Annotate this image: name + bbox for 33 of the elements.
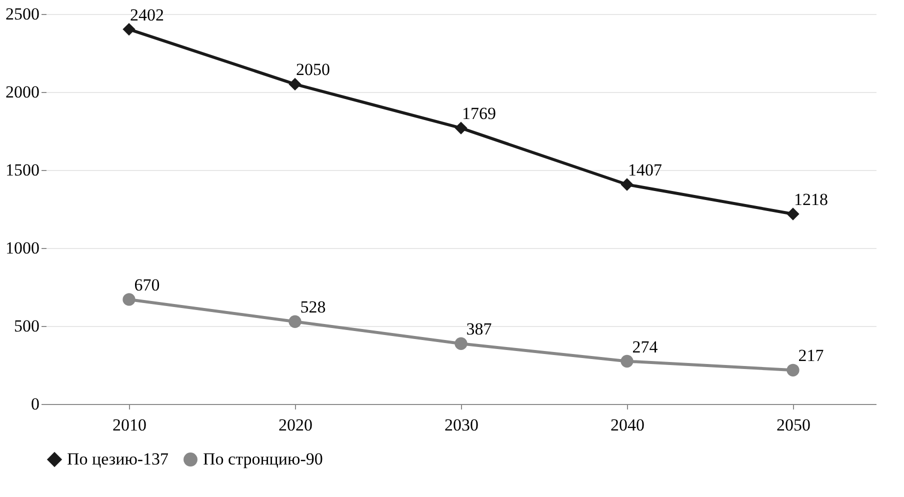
data-label: 1218	[794, 190, 828, 209]
point	[786, 208, 800, 220]
point	[454, 337, 468, 350]
y-tick-label: 500	[14, 316, 40, 336]
point	[786, 364, 800, 376]
data-label: 1769	[462, 104, 496, 124]
point	[620, 354, 634, 368]
legend-label: По стронцию-90	[203, 450, 323, 469]
data-label: 670	[134, 275, 160, 294]
data-label: 528	[300, 298, 326, 317]
legend-label: По цезию-137	[67, 450, 170, 469]
point	[288, 315, 302, 328]
point	[620, 178, 634, 191]
y-tick-label: 0	[31, 394, 40, 414]
data-label: 274	[632, 337, 658, 356]
point	[454, 122, 468, 134]
point	[122, 22, 136, 36]
x-tick-label: 2050	[776, 416, 810, 434]
y-tick-label: 1000	[6, 238, 40, 258]
data-label: 2402	[130, 5, 164, 24]
x-tick-label: 2040	[610, 416, 644, 434]
y-tick-label: 1500	[6, 160, 40, 180]
x-tick-label: 2010	[112, 416, 146, 434]
x-tick-label: 2020	[278, 416, 312, 434]
point	[288, 78, 302, 91]
data-label: 387	[466, 320, 492, 339]
y-tick-label: 2000	[6, 82, 40, 102]
x-tick-label: 2030	[444, 416, 478, 434]
point	[122, 293, 136, 306]
data-label: 217	[798, 346, 824, 366]
data-label: 1407	[628, 160, 662, 180]
y-tick-label: 2500	[6, 4, 40, 24]
data-label: 2050	[296, 60, 330, 80]
